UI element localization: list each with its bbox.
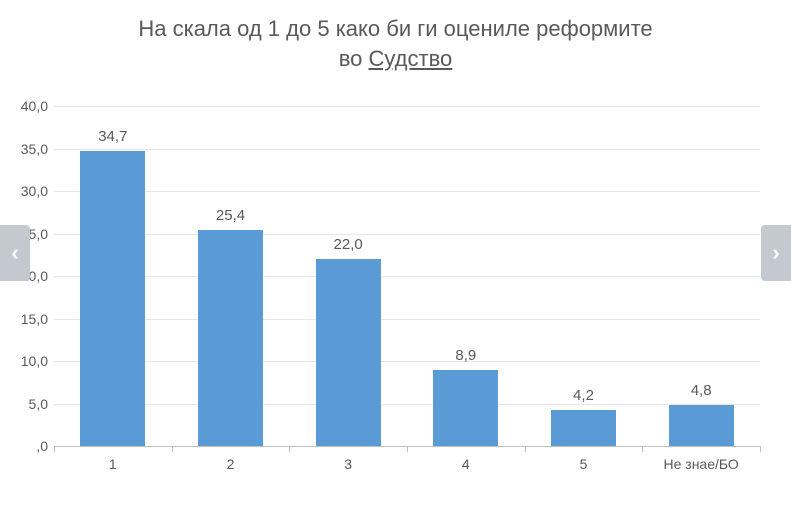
bar-value-label: 8,9	[455, 347, 476, 364]
y-axis-label: 10,0	[21, 353, 48, 369]
bar: 4,2	[551, 410, 616, 446]
chart-container: На скала од 1 до 5 како би ги оцениле ре…	[0, 0, 791, 506]
chart-title: На скала од 1 до 5 како би ги оцениле ре…	[0, 14, 791, 73]
prev-button[interactable]: ‹	[0, 225, 30, 281]
gridline	[54, 276, 760, 277]
x-tick	[54, 446, 55, 452]
y-axis-label: ,0	[36, 438, 48, 454]
y-axis-label: 40,0	[21, 98, 48, 114]
gridline	[54, 191, 760, 192]
plot-area: ,05,010,015,020,025,030,035,040,034,7125…	[54, 106, 760, 447]
x-axis-label: Не знае/БО	[663, 456, 738, 472]
gridline	[54, 404, 760, 405]
gridline	[54, 106, 760, 107]
x-tick	[760, 446, 761, 452]
chart-title-line2-underlined: Судство	[369, 46, 453, 71]
bar-value-label: 34,7	[98, 128, 127, 145]
x-axis-label: 1	[109, 456, 117, 472]
gridline	[54, 361, 760, 362]
chart-title-line2-prefix: во	[339, 46, 369, 71]
bar-value-label: 4,2	[573, 387, 594, 404]
x-axis-label: 3	[344, 456, 352, 472]
x-tick	[525, 446, 526, 452]
y-axis-label: 35,0	[21, 141, 48, 157]
x-axis-label: 2	[227, 456, 235, 472]
chevron-left-icon: ‹	[11, 240, 18, 266]
x-tick	[642, 446, 643, 452]
bar: 25,4	[198, 230, 263, 446]
y-axis-label: 5,0	[29, 396, 48, 412]
x-tick	[407, 446, 408, 452]
y-axis-label: 15,0	[21, 311, 48, 327]
bar: 4,8	[669, 405, 734, 446]
bar-value-label: 22,0	[334, 236, 363, 253]
x-tick	[172, 446, 173, 452]
gridline	[54, 234, 760, 235]
bar-value-label: 25,4	[216, 207, 245, 224]
gridline	[54, 149, 760, 150]
bar-value-label: 4,8	[691, 382, 712, 399]
x-tick	[289, 446, 290, 452]
next-button[interactable]: ›	[761, 225, 791, 281]
bar: 34,7	[80, 151, 145, 446]
x-axis-label: 4	[462, 456, 470, 472]
bar: 22,0	[316, 259, 381, 446]
x-axis-label: 5	[580, 456, 588, 472]
chevron-right-icon: ›	[772, 240, 779, 266]
gridline	[54, 319, 760, 320]
chart-title-line1: На скала од 1 до 5 како би ги оцениле ре…	[138, 16, 652, 41]
bar: 8,9	[433, 370, 498, 446]
y-axis-label: 30,0	[21, 183, 48, 199]
